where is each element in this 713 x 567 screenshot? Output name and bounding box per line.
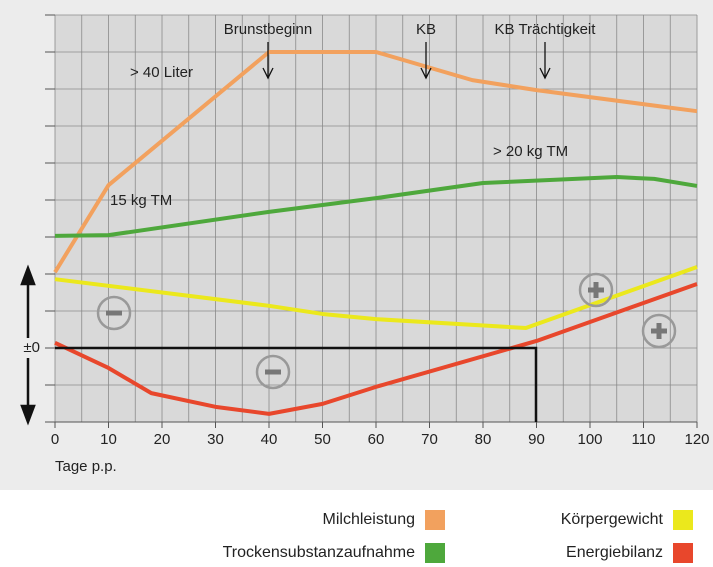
annotation: KB (416, 21, 436, 38)
series-line (53, 50, 698, 274)
legend-swatch (425, 543, 445, 563)
x-tick-label: 60 (368, 431, 385, 448)
sign-glyphs (106, 282, 667, 375)
series-line (54, 282, 698, 416)
annotation: 15 kg TM (110, 192, 172, 209)
x-tick-label: 80 (475, 431, 492, 448)
y-arrows (20, 264, 36, 426)
x-axis-label: Tage p.p. (55, 458, 117, 475)
x-tick-label: 10 (100, 431, 117, 448)
x-tick-label: 0 (51, 431, 59, 448)
legend-label: Milchleistung (323, 511, 415, 528)
annotation: > 20 kg TM (493, 143, 568, 160)
y-tick-label: ±0 (23, 339, 40, 356)
legend-label: Energiebilanz (566, 544, 663, 561)
legend-swatch (425, 510, 445, 530)
x-tick-label: 70 (421, 431, 438, 448)
legend-label: Trockensubstanzaufnahme (223, 544, 416, 561)
x-tick-label: 50 (314, 431, 331, 448)
sign-icons (96, 272, 677, 390)
x-tick-label: 120 (684, 431, 709, 448)
annotation: Brunstbeginn (224, 21, 312, 38)
x-tick-label: 110 (632, 431, 656, 448)
x-tick-label: 20 (154, 431, 171, 448)
series-line (54, 265, 698, 331)
series-line (54, 175, 698, 238)
x-tick-label: 30 (207, 431, 224, 448)
annotation: KB Trächtigkeit (495, 21, 597, 38)
annotation: > 40 Liter (130, 64, 193, 81)
x-tick-label: 100 (577, 431, 602, 448)
annotation-arrows (262, 42, 551, 80)
x-tick-label: 40 (261, 431, 278, 448)
legend-label: Körpergewicht (561, 511, 664, 528)
legend-swatch (673, 510, 693, 530)
legend-swatch (673, 543, 693, 563)
reference-line (55, 346, 538, 422)
x-tick-label: 90 (528, 431, 545, 448)
